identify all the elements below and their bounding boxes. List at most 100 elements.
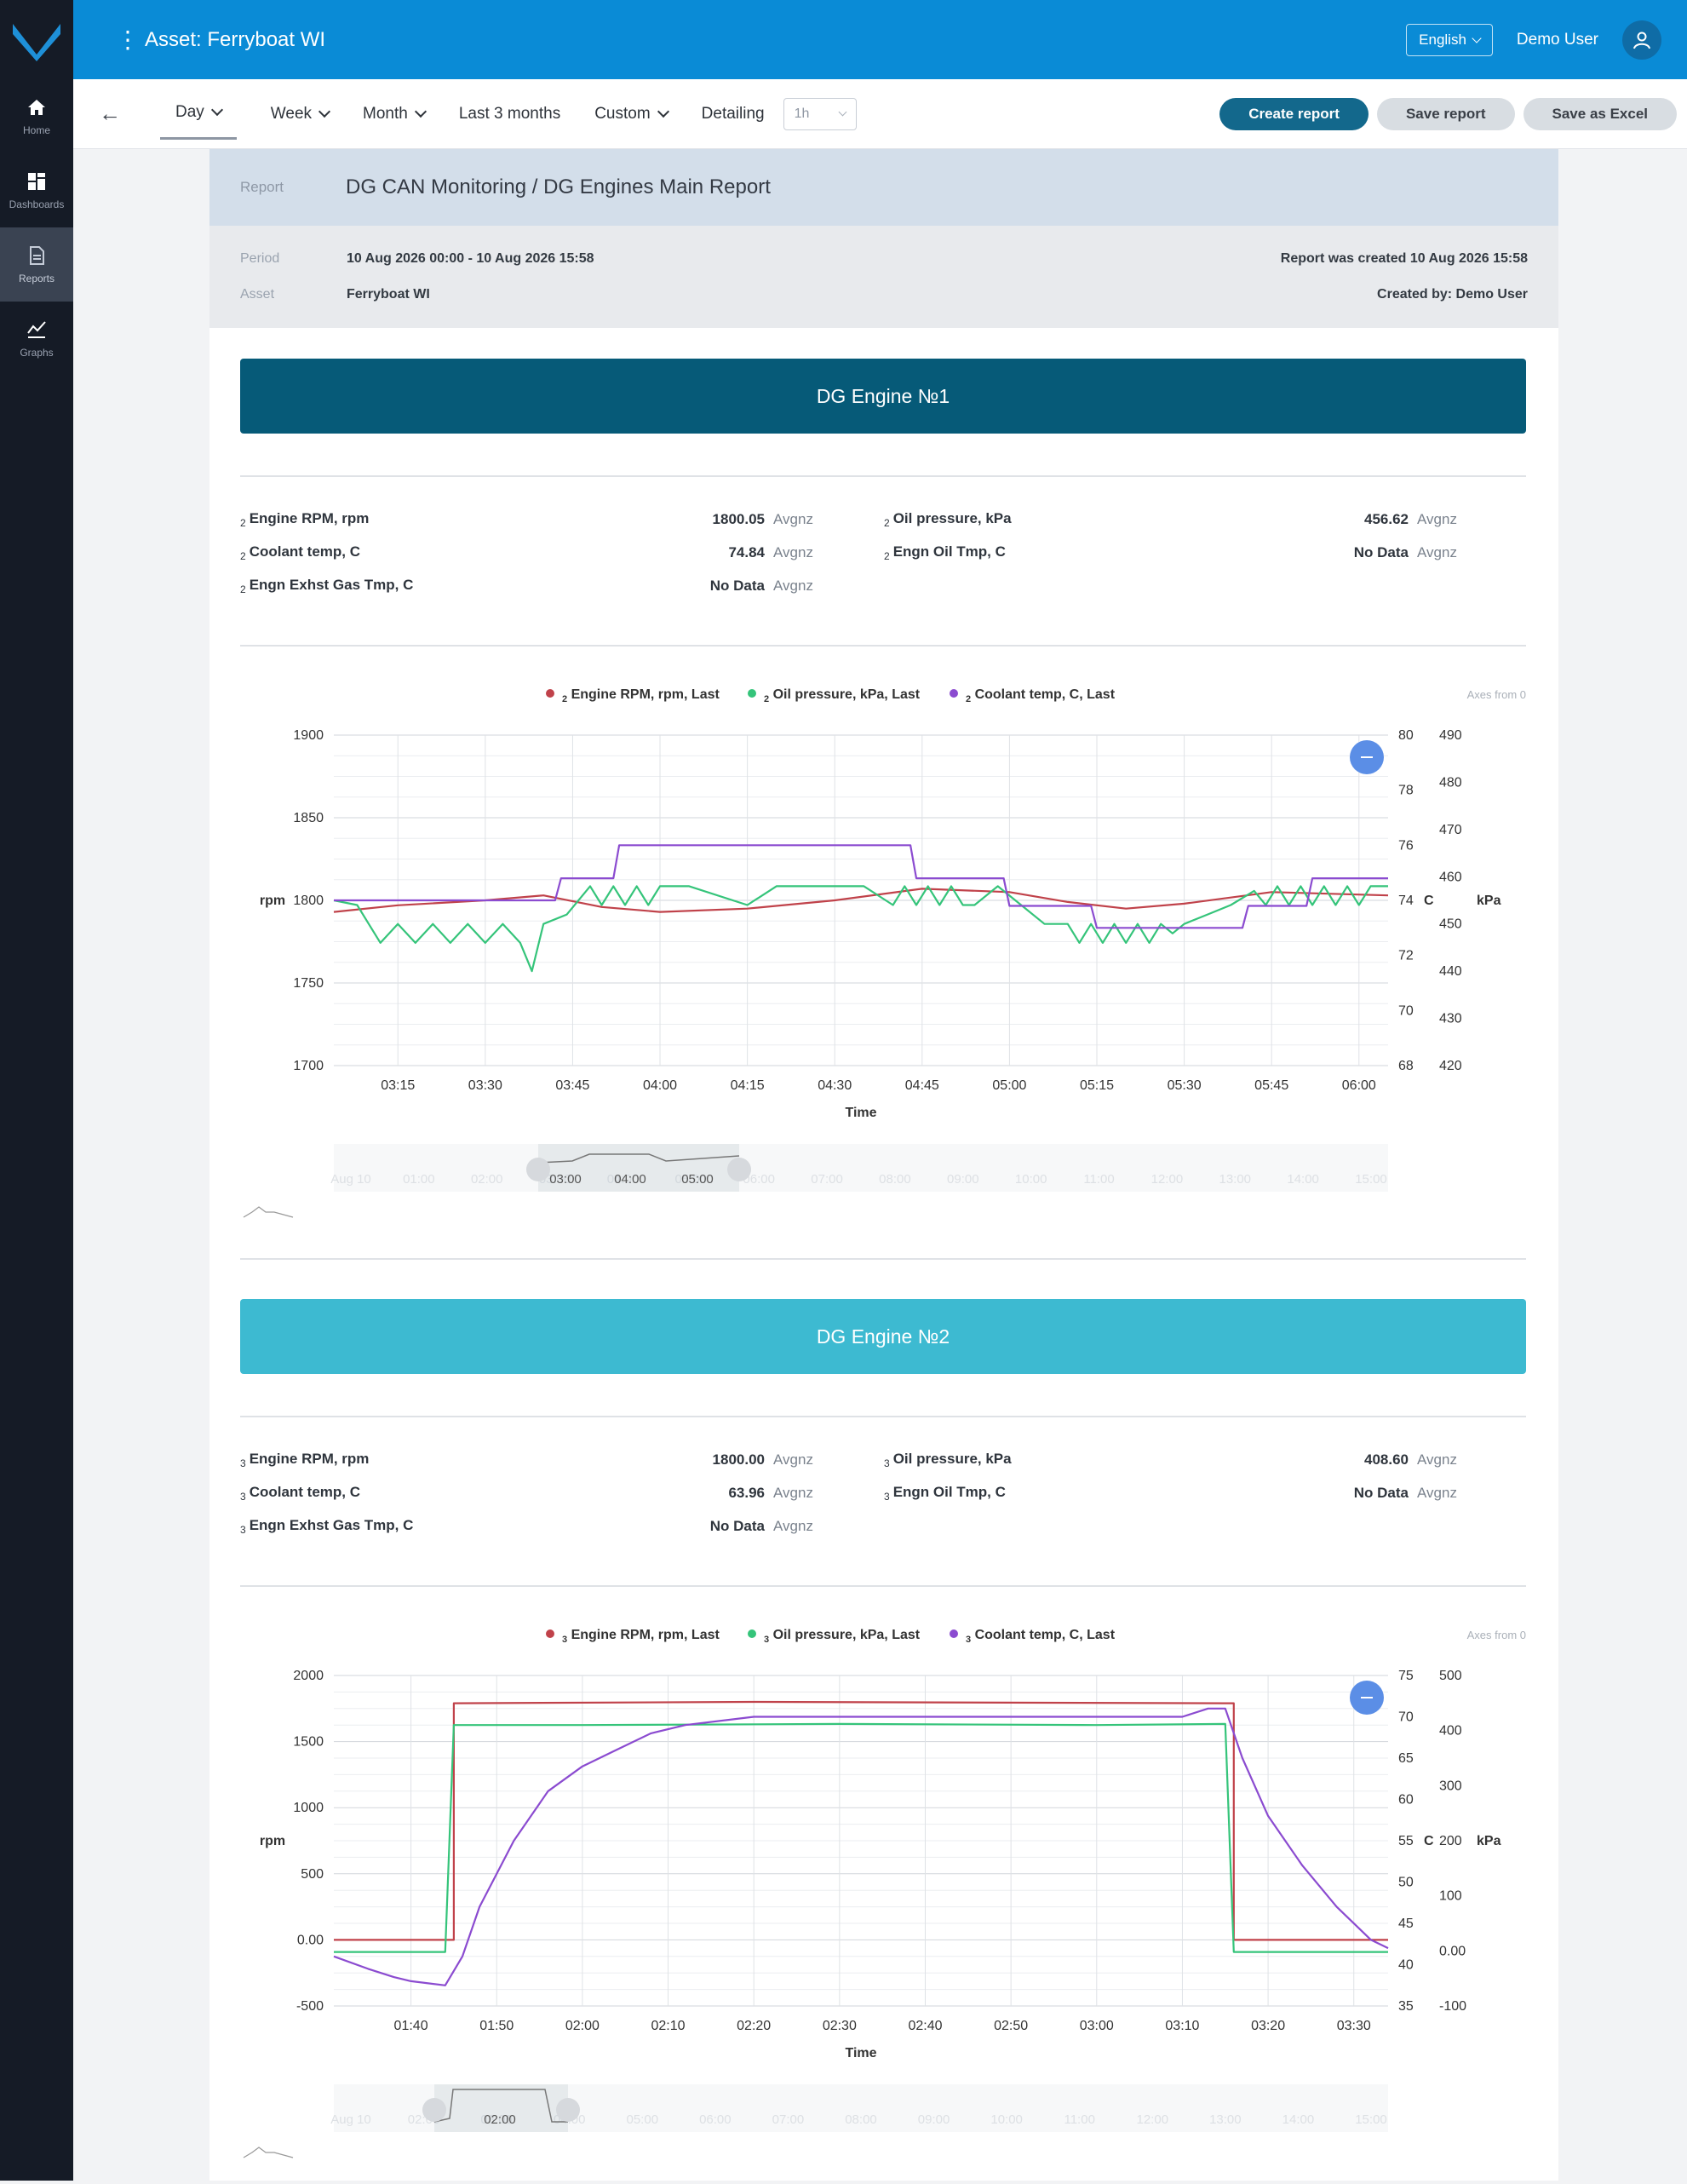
divider (240, 1585, 1526, 1587)
navigator-label: 12:00 (1151, 1172, 1184, 1187)
navigator-label: 07:00 (811, 1172, 843, 1187)
series-line (333, 1707, 1389, 1986)
report-created: Report was created 10 Aug 2026 15:58 (1280, 251, 1528, 266)
sidebar-item-home[interactable]: Home (0, 79, 73, 153)
time-navigator[interactable]: Aug 10 01:00 02:00 03:00 04:00 05:00 06:00 07:0… (330, 1144, 1388, 1192)
line-chart-svg: 2 Engine RPM, rpm, Last 2 Oil pressure, k… (243, 687, 1526, 1218)
y-right-tick-label: 400 (1439, 1724, 1462, 1739)
user-avatar-icon[interactable] (1622, 20, 1661, 60)
zoom-reset-button[interactable] (1350, 740, 1384, 774)
create-report-button[interactable]: Create report (1219, 97, 1369, 130)
kpi-value: 408.60 (1364, 1451, 1409, 1468)
language-select[interactable]: English (1406, 23, 1493, 56)
zoom-reset-button[interactable] (1350, 1681, 1384, 1715)
kpi-value: 1800.00 (712, 1451, 765, 1468)
kpi-source-index: 2 (240, 550, 246, 563)
navigator-label: 08:00 (845, 2112, 877, 2127)
legend-item[interactable]: 3 Oil pressure, kPa, Last (748, 1628, 921, 1645)
navigator-label: Aug 10 (330, 2112, 371, 2127)
save-report-button[interactable]: Save report (1376, 97, 1515, 130)
kpi-item: 3 Engn Oil Tmp, C No Data Avgnz (884, 1480, 1480, 1506)
kpi-aggregation: Avgnz (773, 544, 813, 560)
engine-1-chart: 2 Engine RPM, rpm, Last 2 Oil pressure, k… (240, 677, 1526, 1376)
series-line (334, 1722, 1388, 1953)
y-left-tick-label: 2000 (293, 1669, 324, 1683)
x-tick-label: 03:10 (1165, 2019, 1199, 2033)
x-tick-label: 03:30 (1337, 2019, 1371, 2033)
y-mid-unit: C (1424, 894, 1434, 908)
navigator-label: 15:00 (1355, 1172, 1387, 1187)
sidebar-item-label: Reports (18, 272, 55, 284)
y-left-tick-label: 1500 (293, 1735, 324, 1750)
save-as-excel-button[interactable]: Save as Excel (1523, 97, 1677, 130)
legend-item[interactable]: 2 Oil pressure, kPa, Last (748, 687, 921, 704)
legend-item[interactable]: 3 Engine RPM, rpm, Last (546, 1628, 720, 1645)
report-title: DG CAN Monitoring / DG Engines Main Repo… (346, 175, 771, 198)
legend-label: 3 Engine RPM, rpm, Last (562, 1628, 720, 1645)
navigator-label: 05:00 (675, 1172, 708, 1187)
period-label: Period (240, 251, 280, 266)
tab-custom[interactable]: Custom (594, 89, 669, 140)
kpi-name: 3 Engine RPM, rpm (240, 1450, 370, 1470)
legend-item[interactable]: 3 Coolant temp, C, Last (950, 1628, 1116, 1645)
report-header: Report DG CAN Monitoring / DG Engines Ma… (209, 149, 1558, 226)
tab-week[interactable]: Week (271, 89, 331, 140)
brand-logo[interactable] (0, 0, 73, 79)
tab-month[interactable]: Month (363, 89, 427, 140)
tab-label: Month (363, 104, 408, 123)
navigator-handle[interactable] (422, 2098, 446, 2122)
x-axis-title: Time (845, 1106, 876, 1120)
y-mid-tick-label: 65 (1398, 1751, 1414, 1766)
legend-marker (950, 1629, 958, 1638)
x-tick-label: 05:30 (1168, 1078, 1202, 1093)
chevron-down-icon (1472, 32, 1482, 43)
y-left-tick-label: -500 (296, 1999, 324, 2014)
x-tick-label: 01:40 (394, 2019, 428, 2033)
kebab-menu-icon[interactable]: ⋮ (116, 26, 140, 53)
navigator-series (433, 2089, 568, 2123)
legend-marker (546, 1629, 554, 1638)
navigator-handle[interactable] (526, 1158, 550, 1181)
x-tick-label: 04:30 (818, 1078, 852, 1093)
x-tick-label: 02:50 (994, 2019, 1028, 2033)
navigator-handle[interactable] (727, 1158, 751, 1181)
x-tick-label: 05:45 (1254, 1078, 1288, 1093)
navigator-handle[interactable] (556, 2098, 580, 2122)
kpi-source-index: 2 (240, 583, 246, 596)
legend-marker (748, 1629, 756, 1638)
time-navigator[interactable]: Aug 1002:0003:0004:0005:0006:0007:0008:0… (330, 2084, 1388, 2132)
tab-last-3-months[interactable]: Last 3 months (459, 89, 560, 140)
navigator-label: 05:00 (627, 2112, 659, 2127)
engine-1-kpis: 2 Engine RPM, rpm 1800.05 Avgnz 2 Oil pressur… (240, 507, 1526, 595)
sidebar-item-reports[interactable]: Reports (0, 227, 73, 302)
y-right-tick-label: 440 (1439, 964, 1462, 979)
x-tick-label: 03:30 (468, 1078, 502, 1093)
navigator-window (538, 1144, 739, 1192)
navigator-label: Aug 10 (330, 1172, 371, 1187)
kpi-value: No Data (1353, 1485, 1409, 1501)
kpi-item: 3 Engine RPM, rpm 1800.00 Avgnz (240, 1447, 836, 1473)
back-arrow-icon[interactable]: ← (99, 101, 121, 126)
kpi-name: 2 Engn Oil Tmp, C (884, 543, 1006, 563)
sidebar-item-graphs[interactable]: Graphs (0, 302, 73, 376)
top-bar: ⋮ Asset: Ferryboat WI English Demo User (73, 0, 1687, 79)
tab-day[interactable]: Day (160, 89, 237, 140)
legend-item[interactable]: 2 Engine RPM, rpm, Last (546, 687, 720, 704)
legend-item[interactable]: 2 Coolant temp, C, Last (950, 687, 1116, 704)
chevron-down-icon (657, 105, 669, 118)
kpi-value: 63.96 (728, 1485, 765, 1501)
divider (240, 1258, 1526, 1260)
asset-title: Asset: Ferryboat WI (145, 27, 326, 51)
user-name[interactable]: Demo User (1516, 30, 1598, 49)
detailing-select[interactable]: 1h (783, 97, 857, 130)
navigator-label: 14:00 (1287, 1172, 1319, 1187)
detailing-label: Detailing (701, 104, 765, 123)
kpi-aggregation: Avgnz (773, 578, 813, 594)
kpi-source-index: 2 (884, 550, 890, 563)
sidebar-item-dashboards[interactable]: Dashboards (0, 153, 73, 227)
navigator-label: 10:00 (990, 2112, 1023, 2127)
y-right-tick-label: 100 (1439, 1889, 1462, 1904)
x-tick-label: 04:45 (905, 1078, 939, 1093)
report-meta: Period 10 Aug 2026 00:00 - 10 Aug 2026 1… (209, 226, 1558, 328)
y-right-tick-label: 450 (1439, 917, 1462, 932)
